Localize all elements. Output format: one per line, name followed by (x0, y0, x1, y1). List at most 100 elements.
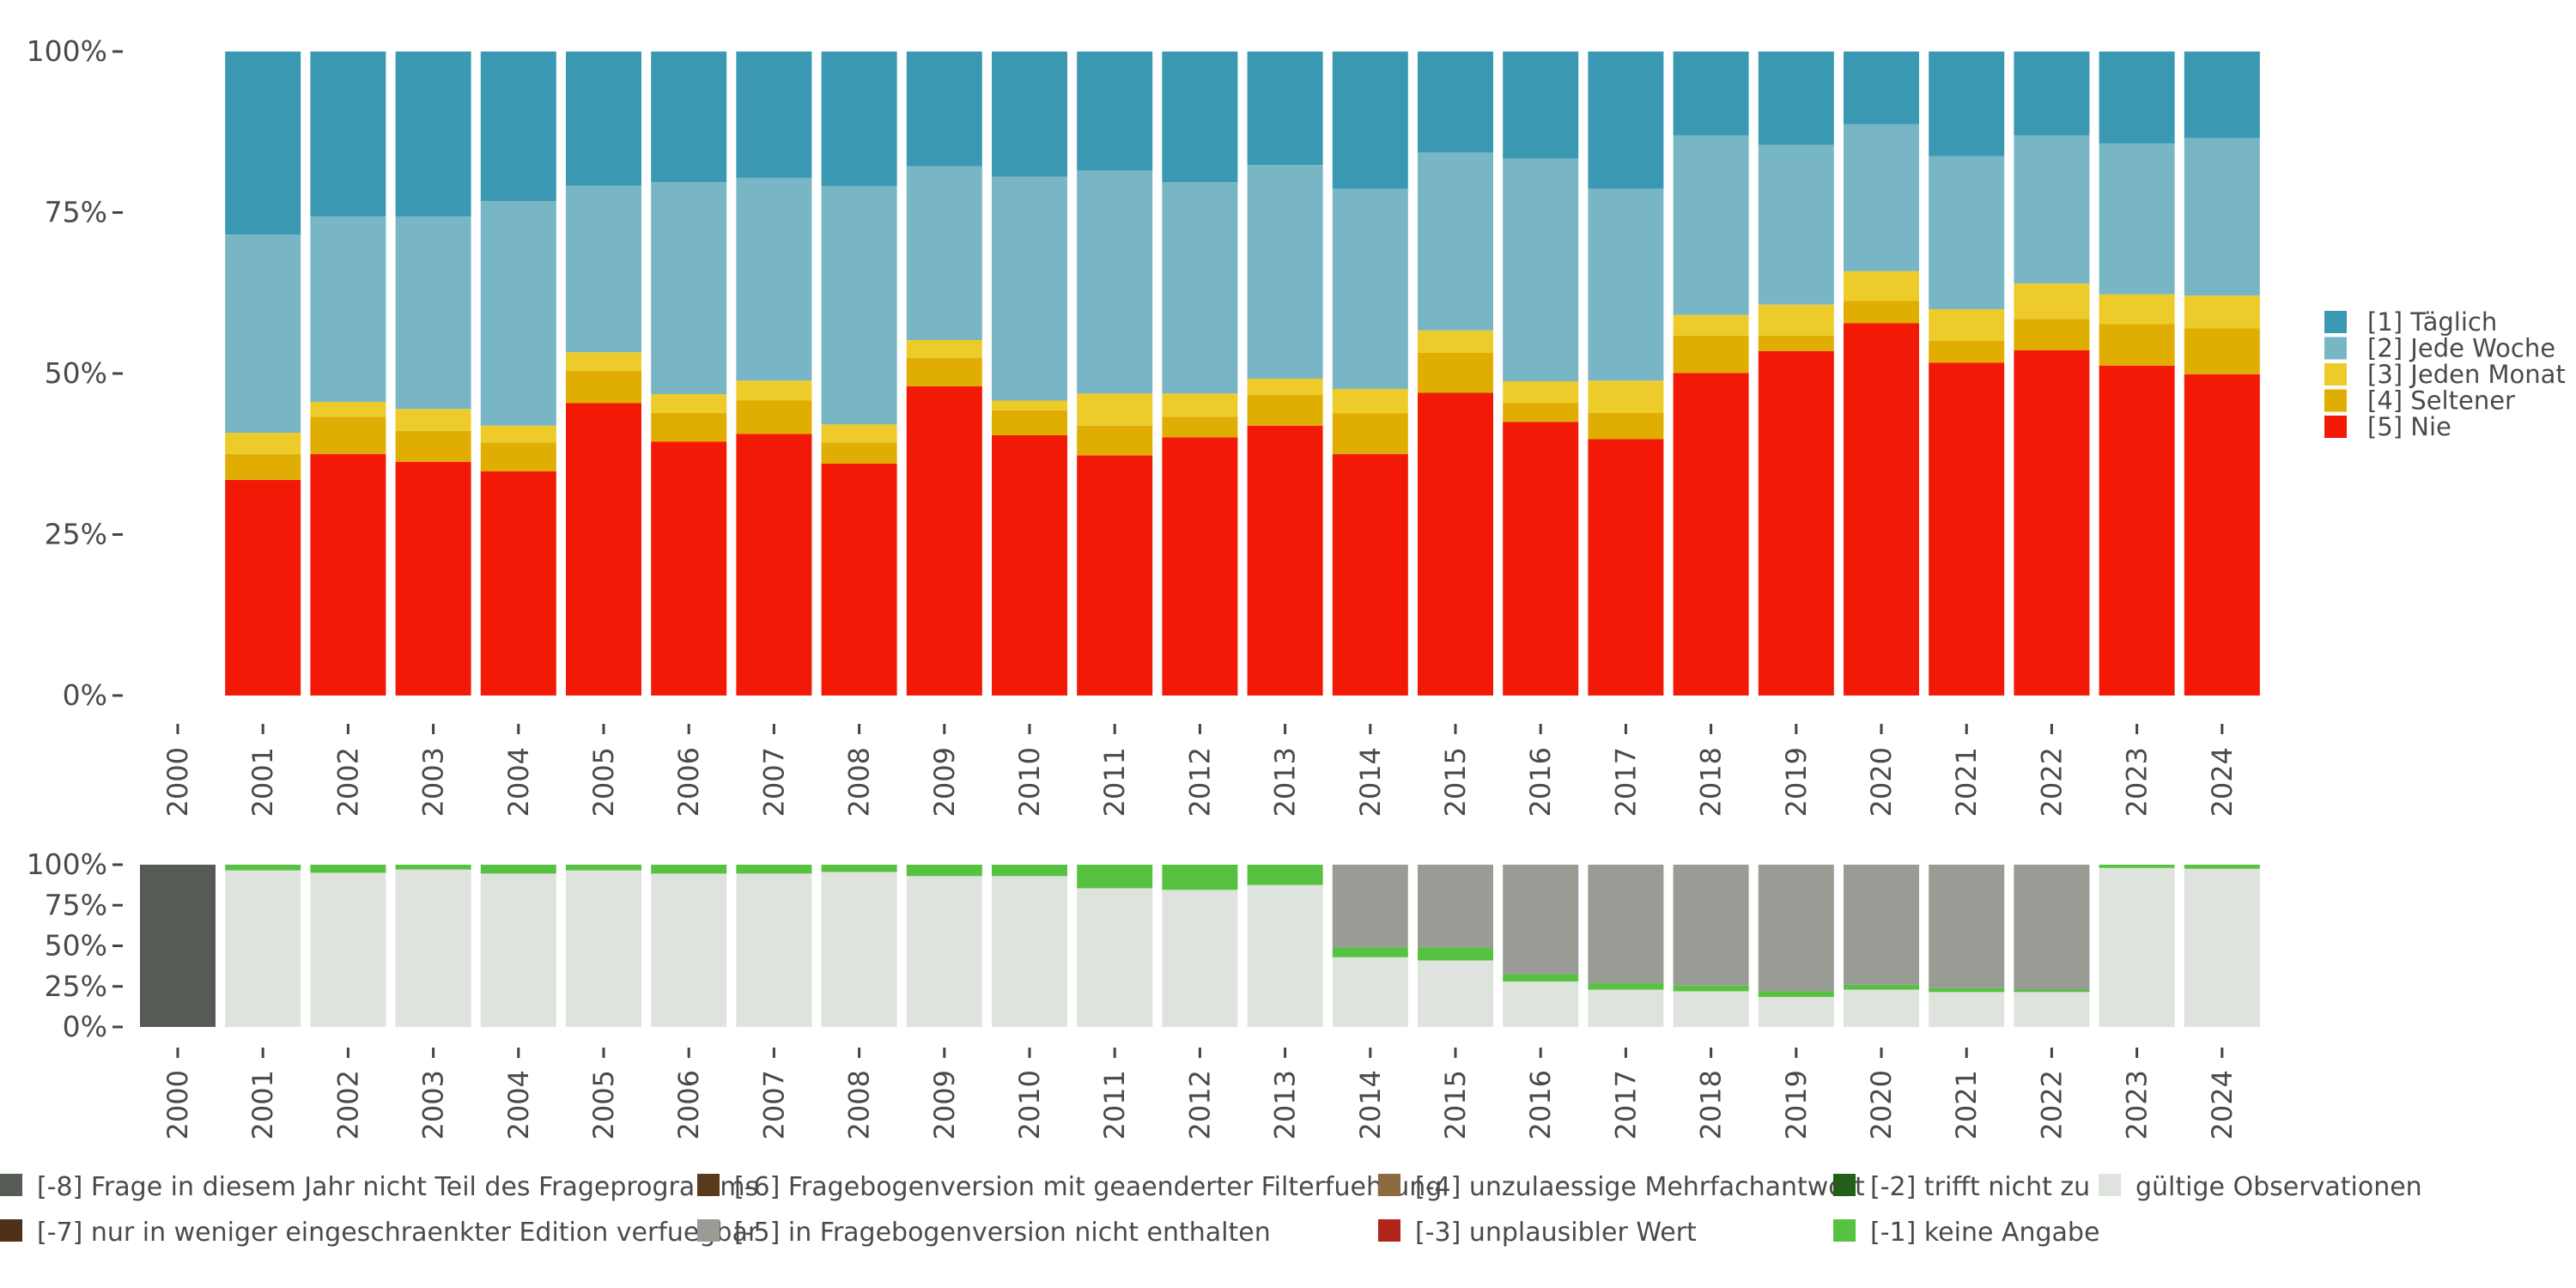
x-tick-label-2009: 2009 (928, 747, 961, 817)
bar-2004-2-jede-woche (480, 201, 556, 426)
bar-2005-1-keine-angabe (566, 865, 641, 871)
bar-2017-1-keine-angabe (1588, 982, 1664, 990)
x-tick-label-2007: 2007 (757, 1070, 790, 1139)
x-tick-label-2005: 2005 (587, 747, 620, 817)
bar-2003-4-seltener (395, 430, 471, 462)
bar-2008-3-jeden-monat (821, 424, 897, 443)
bar-2014-5-nie (1332, 453, 1408, 696)
bar-2015-g-ltige-observationen (1418, 960, 1493, 1027)
bar-2017-1-t-glich (1588, 52, 1664, 189)
bar-2002-5-nie (310, 453, 386, 696)
bar-2001-3-jeden-monat (225, 433, 301, 454)
x-tick-label-2003: 2003 (417, 1070, 450, 1139)
bar-2022-3-jeden-monat (2014, 283, 2090, 319)
bar-2007-1-t-glich (736, 52, 812, 178)
bar-2018-2-jede-woche (1673, 135, 1749, 315)
bar-2004-4-seltener (480, 442, 556, 471)
bar-2021-5-nie (1929, 362, 2005, 696)
bar-2011-5-nie (1077, 455, 1153, 696)
y-tick-label: 100% (27, 34, 107, 68)
bar-2010-5-nie (992, 435, 1067, 696)
x-tick-label-2020: 2020 (1865, 747, 1898, 817)
bar-2023-5-nie (2099, 366, 2175, 696)
x-tick-label-2024: 2024 (2206, 747, 2239, 817)
bar-2020-g-ltige-observationen (1844, 989, 1919, 1027)
x-tick-label-2018: 2018 (1695, 1070, 1728, 1139)
bar-2008-4-seltener (821, 442, 897, 464)
bar-2004-1-keine-angabe (480, 865, 556, 874)
bar-2014-1-t-glich (1332, 52, 1408, 189)
legend-label: [-2] trifft nicht zu (1870, 1172, 2090, 1202)
bar-2006-1-keine-angabe (651, 865, 727, 874)
x-tick-label-2021: 2021 (1950, 747, 1983, 817)
x-tick-label-2019: 2019 (1780, 1070, 1813, 1139)
bar-2021-3-jeden-monat (1929, 309, 2005, 341)
bar-2018-1-keine-angabe (1673, 985, 1749, 992)
legend-label: [-7] nur in weniger eingeschraenkter Edi… (37, 1218, 759, 1248)
x-tick-label-2002: 2002 (331, 747, 364, 817)
bar-2016-3-jeden-monat (1503, 381, 1579, 404)
bar-2016-1-t-glich (1503, 52, 1579, 159)
bar-2024-g-ltige-observationen (2184, 868, 2260, 1027)
bar-2020-2-jede-woche (1844, 124, 1919, 271)
bar-2021-g-ltige-observationen (1929, 992, 2005, 1027)
bar-2005-2-jede-woche (566, 185, 641, 353)
bar-2001-5-nie (225, 479, 301, 696)
bar-2015-4-seltener (1418, 353, 1493, 393)
bar-2018-1-t-glich (1673, 52, 1749, 136)
bar-2024-5-nie (2184, 374, 2260, 696)
bar-2022-1-t-glich (2014, 52, 2090, 136)
x-tick-label-2009: 2009 (928, 1070, 961, 1139)
bar-2015-5-nie (1418, 392, 1493, 696)
bar-2021-4-seltener (1929, 340, 2005, 363)
bar-2012-1-keine-angabe (1162, 865, 1238, 890)
legend-label: [-8] Frage in diesem Jahr nicht Teil des… (37, 1172, 758, 1202)
bar-2015-1-t-glich (1418, 52, 1493, 153)
bar-2004-5-nie (480, 471, 556, 696)
bar-2012-3-jeden-monat (1162, 393, 1238, 417)
bar-2020-1-keine-angabe (1844, 984, 1919, 990)
bar-2009-g-ltige-observationen (906, 876, 982, 1027)
legend-swatch-3-unplausibler-wert (1378, 1219, 1400, 1242)
bar-2023-2-jede-woche (2099, 143, 2175, 295)
bar-2019-4-seltener (1758, 335, 1834, 351)
bar-2022-5-in-fragebogenversion-nicht-enthalten (2014, 865, 2090, 990)
bar-2022-4-seltener (2014, 319, 2090, 350)
bar-2022-g-ltige-observationen (2014, 992, 2090, 1027)
bar-2024-2-jede-woche (2184, 137, 2260, 296)
bar-2011-1-keine-angabe (1077, 865, 1153, 889)
bar-2011-1-t-glich (1077, 52, 1153, 171)
bar-2013-3-jeden-monat (1247, 379, 1323, 395)
bar-2020-5-nie (1844, 323, 1919, 696)
bar-2007-5-nie (736, 434, 812, 696)
legend-swatch-3-jeden-monat (2324, 363, 2347, 386)
bar-2003-3-jeden-monat (395, 409, 471, 431)
x-tick-label-2008: 2008 (843, 1070, 876, 1139)
legend-swatch-1-t-glich (2324, 311, 2347, 333)
bar-2003-5-nie (395, 461, 471, 696)
y-tick-label: 25% (45, 969, 107, 1003)
x-tick-label-2003: 2003 (417, 747, 450, 817)
bar-2009-1-keine-angabe (906, 865, 982, 877)
bar-2024-3-jeden-monat (2184, 295, 2260, 329)
bar-2008-5-nie (821, 464, 897, 696)
bar-2024-1-t-glich (2184, 52, 2260, 138)
bar-2016-1-keine-angabe (1503, 974, 1579, 982)
x-tick-label-2024: 2024 (2206, 1070, 2239, 1139)
bar-2022-5-nie (2014, 350, 2090, 696)
bar-2010-2-jede-woche (992, 176, 1067, 401)
bar-2010-g-ltige-observationen (992, 876, 1067, 1027)
bar-2008-1-keine-angabe (821, 865, 897, 872)
x-tick-label-2021: 2021 (1950, 1070, 1983, 1139)
bar-2011-4-seltener (1077, 425, 1153, 456)
bar-2020-4-seltener (1844, 301, 1919, 324)
bar-2019-g-ltige-observationen (1758, 997, 1834, 1027)
legend-swatch-6-fragebogenversion-mit-geaenderter-filterfuehrung (697, 1174, 720, 1196)
bar-2018-g-ltige-observationen (1673, 991, 1749, 1027)
bar-2012-1-t-glich (1162, 52, 1238, 183)
bar-2002-2-jede-woche (310, 216, 386, 402)
y-tick-label: 100% (27, 848, 107, 881)
bar-2022-2-jede-woche (2014, 135, 2090, 283)
bar-2009-1-t-glich (906, 52, 982, 167)
